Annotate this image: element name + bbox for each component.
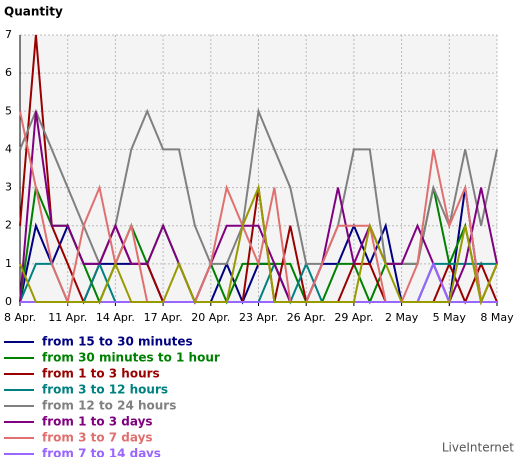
series-line xyxy=(19,111,498,305)
x-tick-label: 17 Apr. xyxy=(144,311,183,324)
x-tick-label: 20 Apr. xyxy=(191,311,230,324)
x-tick-label: 26 Apr. xyxy=(287,311,326,324)
y-tick-label: 4 xyxy=(5,142,12,155)
y-tick-label: 7 xyxy=(5,28,12,41)
y-tick-label: 2 xyxy=(5,219,12,232)
x-tick-label: 14 Apr. xyxy=(96,311,135,324)
x-tick-label: 29 Apr. xyxy=(334,311,373,324)
legend-label: from 3 to 7 days xyxy=(42,431,153,445)
x-tick-label: 8 May xyxy=(480,311,514,324)
footer: LiveInternet xyxy=(442,441,514,455)
y-tick-label: 0 xyxy=(5,295,12,308)
x-tick-label: 23 Apr. xyxy=(239,311,278,324)
legend-label: from 1 to 3 days xyxy=(42,415,153,429)
chart-title: Quantity xyxy=(4,5,63,19)
legend-label: from 7 to 14 days xyxy=(42,447,161,457)
legend-label: from 3 to 12 hours xyxy=(42,383,168,397)
x-tick-label: 11 Apr. xyxy=(48,311,87,324)
series-line xyxy=(19,183,498,306)
x-tick-label: 5 May xyxy=(433,311,467,324)
legend-label: from 30 minutes to 1 hour xyxy=(42,351,220,365)
y-tick-label: 1 xyxy=(5,257,12,270)
y-tick-label: 3 xyxy=(5,181,12,194)
legend-label: from 1 to 3 hours xyxy=(42,367,160,381)
x-tick-label: 8 Apr. xyxy=(4,311,36,324)
y-tick-label: 5 xyxy=(5,104,12,117)
series-line xyxy=(19,111,498,306)
x-tick-label: 2 May xyxy=(385,311,419,324)
y-tick-label: 6 xyxy=(5,66,12,79)
legend-label: from 15 to 30 minutes xyxy=(42,335,193,349)
legend-label: from 12 to 24 hours xyxy=(42,399,176,413)
